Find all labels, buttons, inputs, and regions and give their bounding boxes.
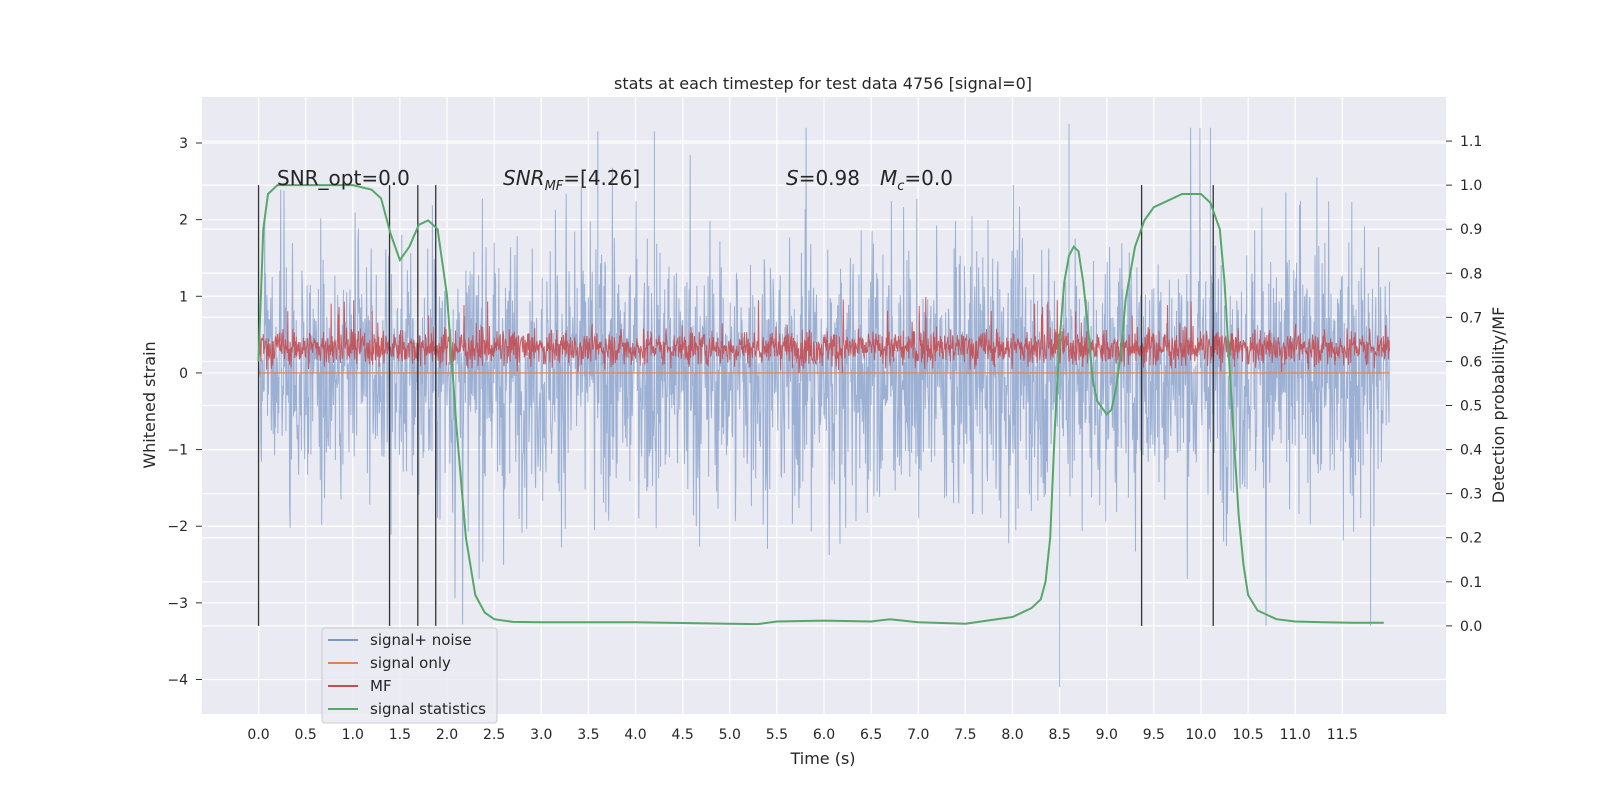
y-left-tick-label: −4	[167, 673, 188, 689]
x-axis-label: Time (s)	[789, 749, 855, 768]
y-right-tick-label: 0.7	[1460, 310, 1482, 326]
y-left-tick-label: −3	[167, 596, 188, 612]
x-tick-label: 6.0	[813, 727, 835, 743]
x-tick-label: 4.5	[672, 727, 694, 743]
series-mf-line	[258, 296, 1390, 373]
annotation-snr-mf: SNRMF=[4.26]	[503, 166, 640, 194]
x-tick-label: 4.0	[624, 727, 646, 743]
chart-title: stats at each timestep for test data 475…	[614, 74, 1032, 93]
x-tick-label: 10.5	[1233, 727, 1264, 743]
legend: signal+ noise signal only MF signal stat…	[321, 627, 498, 724]
legend-frame	[321, 627, 498, 724]
x-tick-label: 9.0	[1096, 727, 1118, 743]
y-right-tick-label: 0.4	[1460, 443, 1482, 459]
x-tick-label: 3.5	[577, 727, 599, 743]
y-right-tick-label: 0.8	[1460, 266, 1482, 282]
y-right-tick-label: 1.0	[1460, 178, 1482, 194]
series-signal-noise-line	[258, 123, 1390, 688]
x-tick-label: 1.0	[342, 727, 364, 743]
x-tick-label: 2.0	[436, 727, 458, 743]
x-tick-label: 11.0	[1280, 727, 1311, 743]
legend-label-signal-statistics: signal statistics	[370, 700, 486, 718]
x-tick-label: 0.5	[295, 727, 317, 743]
y-axis-label-left: Whitened strain	[140, 341, 159, 468]
x-tick-label: 2.5	[483, 727, 505, 743]
annotation-s: S=0.98	[786, 166, 860, 190]
annotation-mc-value: =0.0	[904, 166, 953, 190]
legend-label-signal-noise: signal+ noise	[370, 631, 472, 649]
y-left-tick-label: −1	[167, 443, 188, 459]
data-layer	[257, 123, 1390, 688]
x-tick-label: 5.5	[766, 727, 788, 743]
x-tick-label: 7.0	[907, 727, 929, 743]
y-right-tick-label: 0.0	[1460, 619, 1482, 635]
x-tick-label: 8.0	[1001, 727, 1023, 743]
y-right-tick-label: 0.5	[1460, 399, 1482, 415]
x-tick-label: 10.0	[1185, 727, 1216, 743]
y-right-tick-label: 0.3	[1460, 487, 1482, 503]
legend-label-mf: MF	[370, 677, 392, 695]
y-left-tick-label: 0	[179, 366, 188, 382]
y-right-tick-labels: 1.1 1.0 0.9 0.8 0.7 0.6 0.5 0.4 0.3 0.2 0.1 0.0	[1446, 134, 1482, 635]
annotation-snr-mf-value: [4.26]	[580, 166, 640, 190]
x-tick-label: 7.5	[954, 727, 976, 743]
y-right-tick-label: 0.9	[1460, 222, 1482, 238]
y-right-tick-label: 0.6	[1460, 354, 1482, 370]
x-tick-label: 9.5	[1143, 727, 1165, 743]
y-right-tick-label: 1.1	[1460, 134, 1482, 150]
legend-label-signal-only: signal only	[370, 654, 451, 672]
y-right-tick-label: 0.2	[1460, 531, 1482, 547]
x-tick-label: 6.5	[860, 727, 882, 743]
annotation-mc: Mc=0.0	[880, 166, 953, 194]
annotation-snr-opt: SNR_opt=0.0	[277, 166, 410, 190]
x-tick-labels: 0.0 0.5 1.0 1.5 2.0 2.5 3.0 3.5 4.0 4.5 5.0 5.5 6.0 6…	[247, 727, 1358, 743]
x-tick-label: 8.5	[1048, 727, 1070, 743]
y-left-tick-label: 1	[179, 289, 188, 305]
x-tick-label: 5.0	[719, 727, 741, 743]
gridlines	[202, 97, 1446, 714]
annotation-s-value: =0.98	[799, 166, 860, 190]
y-left-tick-label: −2	[167, 519, 188, 535]
y-left-tick-label: 3	[179, 136, 188, 152]
y-axis-label-right: Detection probability/MF	[1489, 307, 1508, 504]
x-tick-label: 3.0	[530, 727, 552, 743]
y-left-tick-label: 2	[179, 213, 188, 229]
x-tick-label: 0.0	[247, 727, 269, 743]
y-right-tick-label: 0.1	[1460, 575, 1482, 591]
x-tick-label: 11.5	[1327, 727, 1358, 743]
x-tick-label: 1.5	[389, 727, 411, 743]
y-left-tick-labels: 3 2 1 0 −1 −2 −3 −4	[167, 136, 202, 689]
series-signal-statistics-line	[257, 184, 1384, 626]
